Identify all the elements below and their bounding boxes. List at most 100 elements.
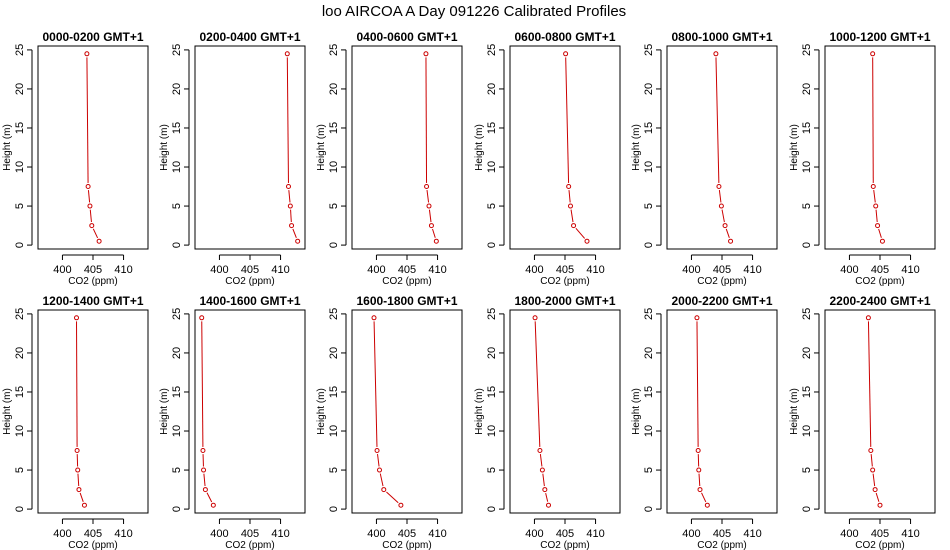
y-tick-label: 5 <box>801 467 813 473</box>
x-tick-label: 405 <box>241 528 259 540</box>
y-tick-label: 15 <box>801 122 813 134</box>
x-tick-label: 405 <box>713 264 731 276</box>
data-point <box>870 51 876 57</box>
panel-4: 0600-0800 GMT+1 400 405 410 0 5 10 15 20 25 CO2 (p… <box>474 30 621 287</box>
x-axis-label: CO2 (ppm) <box>225 540 274 550</box>
y-tick-label: 15 <box>643 122 655 134</box>
x-tick-label: 410 <box>743 264 761 276</box>
x-axis-label: CO2 (ppm) <box>697 540 746 550</box>
data-point <box>398 502 404 508</box>
plot-frame <box>824 45 936 250</box>
y-tick-label: 25 <box>171 44 183 56</box>
y-axis-label: Height (m) <box>159 388 170 435</box>
x-tick-label: 400 <box>367 264 385 276</box>
data-point <box>568 203 573 209</box>
y-axis-label: Height (m) <box>631 124 642 171</box>
profile-line-segment <box>545 492 549 502</box>
x-tick-label: 400 <box>53 264 71 276</box>
y-tick-label: 10 <box>14 425 26 437</box>
x-tick-label: 400 <box>367 528 385 540</box>
x-tick-label: 410 <box>114 264 132 276</box>
profile-line-segment <box>565 57 570 183</box>
y-tick-label: 0 <box>643 242 655 248</box>
y-tick-label: 15 <box>486 386 498 398</box>
profile-line-segment <box>542 473 545 487</box>
y-tick-label: 5 <box>643 467 655 473</box>
y-tick-label: 5 <box>486 203 498 209</box>
y-tick-label: 5 <box>14 467 26 473</box>
data-point <box>696 467 702 473</box>
data-point <box>96 238 102 244</box>
data-point <box>289 223 295 229</box>
x-tick-label: 405 <box>871 264 889 276</box>
x-tick-label: 410 <box>271 264 289 276</box>
y-tick-label: 10 <box>801 425 813 437</box>
profile-line-segment <box>428 209 432 223</box>
y-tick-label: 20 <box>801 347 813 359</box>
panel-6: 1000-1200 GMT+1 400 405 410 0 5 10 15 20 25 CO2 (p… <box>789 30 936 287</box>
data-point <box>200 448 206 454</box>
profile-line-segment <box>286 57 289 183</box>
data-point <box>873 203 879 209</box>
data-point <box>877 502 883 508</box>
y-tick-label: 5 <box>171 467 183 473</box>
panel-3: 0400-0600 GMT+1 400 405 410 0 5 10 15 20 25 CO2 (p… <box>316 30 463 287</box>
x-tick-label: 405 <box>84 528 102 540</box>
x-axis-label: CO2 (ppm) <box>540 276 589 287</box>
x-tick-label: 405 <box>871 528 889 540</box>
data-point <box>566 184 572 190</box>
panel-title: 1000-1200 GMT+1 <box>829 30 930 44</box>
data-point <box>718 203 724 209</box>
x-tick-label: 405 <box>84 264 102 276</box>
y-tick-label: 25 <box>171 308 183 320</box>
y-axis-label: Height (m) <box>316 124 327 171</box>
data-point <box>381 487 387 493</box>
plot-frame <box>509 309 621 514</box>
data-point <box>704 502 710 508</box>
panel-title: 1400-1600 GMT+1 <box>199 294 300 308</box>
y-axis-label: Height (m) <box>789 388 800 435</box>
profile-line-segment <box>79 492 84 502</box>
data-point <box>423 51 429 57</box>
y-tick-label: 5 <box>14 203 26 209</box>
y-tick-label: 20 <box>801 83 813 95</box>
y-tick-label: 25 <box>486 44 498 56</box>
x-tick-label: 410 <box>114 528 132 540</box>
y-tick-label: 10 <box>14 161 26 173</box>
data-point <box>284 51 290 57</box>
data-point <box>879 238 885 244</box>
data-point <box>546 502 551 508</box>
y-tick-label: 5 <box>328 203 340 209</box>
profile-line-segment <box>92 228 99 239</box>
data-point <box>697 487 703 493</box>
y-tick-label: 25 <box>328 44 340 56</box>
x-tick-label: 410 <box>586 264 604 276</box>
y-tick-label: 20 <box>171 347 183 359</box>
plot-frame <box>666 309 778 514</box>
profile-line-segment <box>203 473 206 487</box>
data-point <box>716 184 722 190</box>
data-point <box>74 315 79 321</box>
panel-title: 0400-0600 GMT+1 <box>356 30 457 44</box>
y-axis-label: Height (m) <box>2 388 13 435</box>
x-axis-label: CO2 (ppm) <box>225 276 274 287</box>
data-point <box>728 238 734 244</box>
figure-title: loo AIRCOA A Day 091226 Calibrated Profi… <box>322 3 626 20</box>
plot-frame <box>37 45 149 250</box>
x-axis-label: CO2 (ppm) <box>540 540 589 550</box>
y-tick-label: 20 <box>14 83 26 95</box>
x-tick-label: 400 <box>840 528 858 540</box>
data-point <box>210 502 216 508</box>
profile-line-segment <box>379 473 384 487</box>
panel-title: 0600-0800 GMT+1 <box>514 30 615 44</box>
x-tick-label: 405 <box>398 264 416 276</box>
x-tick-label: 400 <box>525 264 543 276</box>
data-point <box>539 467 545 473</box>
x-axis-label: CO2 (ppm) <box>68 540 117 550</box>
data-point <box>537 448 543 454</box>
data-point <box>875 223 881 229</box>
profile-line-segment <box>870 454 873 467</box>
x-tick-label: 410 <box>901 528 919 540</box>
y-axis-label: Height (m) <box>474 124 485 171</box>
data-point <box>75 467 81 473</box>
